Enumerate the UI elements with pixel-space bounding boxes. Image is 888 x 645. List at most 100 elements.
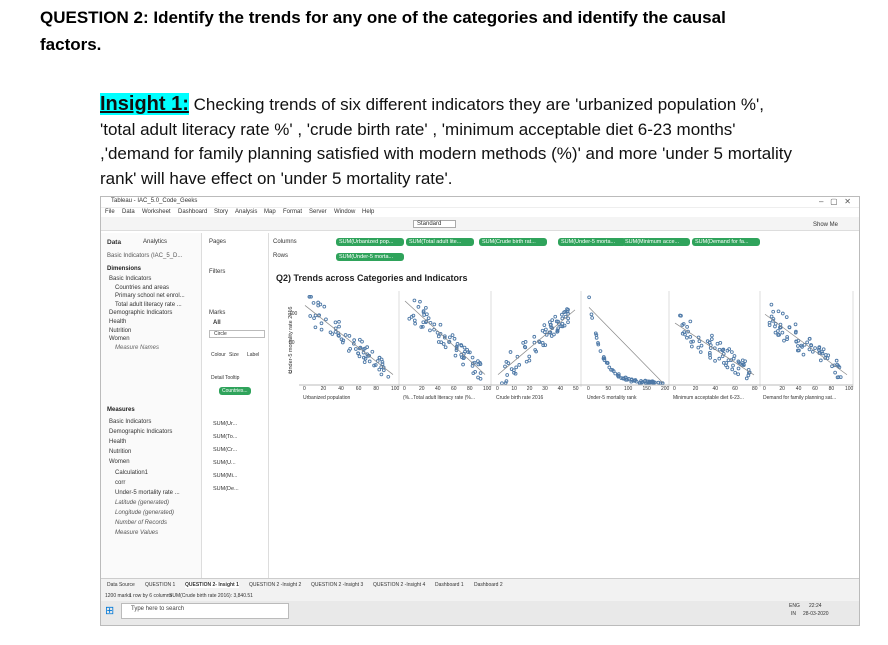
scatter-dot (522, 345, 527, 349)
dimension-field: Health (109, 319, 127, 325)
menu-item[interactable]: Window (334, 209, 356, 215)
dimension-field: Primary school net enrol... (115, 293, 185, 300)
scatter-dot (794, 329, 798, 334)
scatter-dot (360, 339, 364, 344)
sheet-tab[interactable]: QUESTION 2- Insight 1 (185, 582, 239, 588)
column-pill: SUM(Total adult lite... (406, 238, 474, 246)
scatter-dot (550, 318, 555, 322)
scatter-dot (357, 354, 362, 359)
scatter-dot (611, 369, 616, 374)
scatter-dot (447, 340, 451, 344)
marks-label: Marks (209, 310, 226, 316)
sheet-tab[interactable]: QUESTION 2 -Insight 3 (311, 582, 364, 588)
sheet-tab[interactable]: QUESTION 2 -Insight 4 (373, 582, 426, 588)
scatter-dot (452, 336, 457, 341)
scatter-dot (743, 359, 747, 364)
scatter-dot (461, 356, 466, 361)
scatter-dot (625, 377, 630, 382)
scatter-dot (721, 348, 725, 352)
start-button[interactable]: ⊞ (105, 605, 115, 617)
menu-item[interactable]: Analysis (235, 209, 258, 215)
scatter-dot (784, 315, 789, 319)
mark-field: SUM(U... (213, 460, 236, 466)
trend-line (304, 305, 394, 375)
scatter-dot (370, 349, 375, 354)
x-axis-label: (%...Total adult literacy rate (%... (403, 395, 475, 401)
scatter-dot (407, 316, 412, 321)
scatter-dot (340, 340, 345, 345)
scatter-dot (776, 309, 781, 314)
scatter-dot (363, 346, 367, 351)
scatter-dot (680, 331, 685, 336)
sheet-tab[interactable]: QUESTION 2 -Insight 2 (249, 582, 302, 588)
scatter-dot (602, 356, 607, 361)
scatter-dot (715, 341, 720, 346)
sheet-tab[interactable]: Dashboard 2 (474, 582, 503, 588)
scatter-dot (333, 329, 338, 334)
scatter-dot (476, 359, 480, 363)
scatter-dot (736, 359, 741, 364)
sheet-tab[interactable]: Dashboard 1 (435, 582, 464, 588)
x-tick-label: 200 (661, 386, 670, 392)
x-tick-label: 100 (391, 386, 400, 392)
trend-line (764, 313, 848, 376)
scatter-dot (354, 347, 358, 351)
menu-item[interactable]: File (105, 209, 115, 215)
scatter-dot (534, 349, 538, 354)
menu-item[interactable]: Data (122, 209, 135, 215)
scatter-dot (780, 330, 785, 335)
scatter-dot (596, 341, 600, 345)
scatter-dot (562, 323, 567, 328)
mark-button: Detail (211, 375, 224, 381)
trend-line (588, 307, 664, 384)
mark-type: Circle (209, 330, 265, 338)
scatter-dot (650, 379, 655, 384)
scatter-dot (504, 360, 509, 364)
scatter-dot (589, 312, 594, 317)
scatter-dot (419, 325, 424, 329)
menu-item[interactable]: Server (309, 209, 327, 215)
scatter-dot (640, 380, 645, 384)
search-box[interactable] (121, 603, 289, 619)
scatter-dot (316, 300, 320, 305)
scatter-dot (339, 337, 344, 342)
measure-field: Under-5 mortality rate ... (115, 489, 180, 496)
scatter-dot (562, 310, 566, 315)
scatter-dot (418, 299, 422, 304)
x-tick-label: 100 (483, 386, 492, 392)
scatter-dot (432, 322, 437, 327)
window-controls[interactable]: – ▢ ✕ (818, 197, 851, 206)
scatter-dot (352, 338, 357, 343)
menu-item[interactable]: Dashboard (178, 209, 208, 215)
scatter-dot (432, 327, 436, 332)
mark-field: SUM(To... (213, 434, 238, 440)
menu-item[interactable]: Story (214, 209, 229, 215)
x-tick-label: 0 (673, 386, 676, 392)
scatter-dot (318, 302, 323, 307)
scatter-dot (697, 339, 702, 344)
menu-item[interactable]: Map (264, 209, 276, 215)
scatter-dot (448, 335, 452, 340)
scatter-dot (319, 321, 324, 326)
scatter-dot (825, 356, 830, 361)
toolbar (101, 217, 859, 231)
sheet-tab[interactable]: QUESTION 1 (145, 582, 176, 588)
scatter-dot (503, 381, 508, 385)
status-text: 1200 marks (105, 593, 132, 599)
scatter-dot (362, 355, 366, 360)
scatter-dot (542, 330, 547, 334)
scatter-dot (780, 311, 785, 316)
scatter-dot (730, 367, 735, 372)
scatter-dot (559, 324, 564, 329)
menu-item[interactable]: Help (362, 209, 375, 215)
scatter-dot (324, 317, 328, 322)
menu-item[interactable]: Worksheet (142, 209, 171, 215)
scatter-dot (826, 353, 831, 358)
x-tick-label: 40 (712, 386, 719, 392)
status-text: 1 row by 6 columns (129, 593, 173, 599)
menu-item[interactable]: Format (283, 209, 303, 215)
scatter-dot (796, 344, 800, 348)
sheet-tab[interactable]: Data Source (107, 582, 135, 588)
scatter-dot (548, 323, 553, 327)
column-pill: SUM(Demand for fa... (692, 238, 760, 246)
